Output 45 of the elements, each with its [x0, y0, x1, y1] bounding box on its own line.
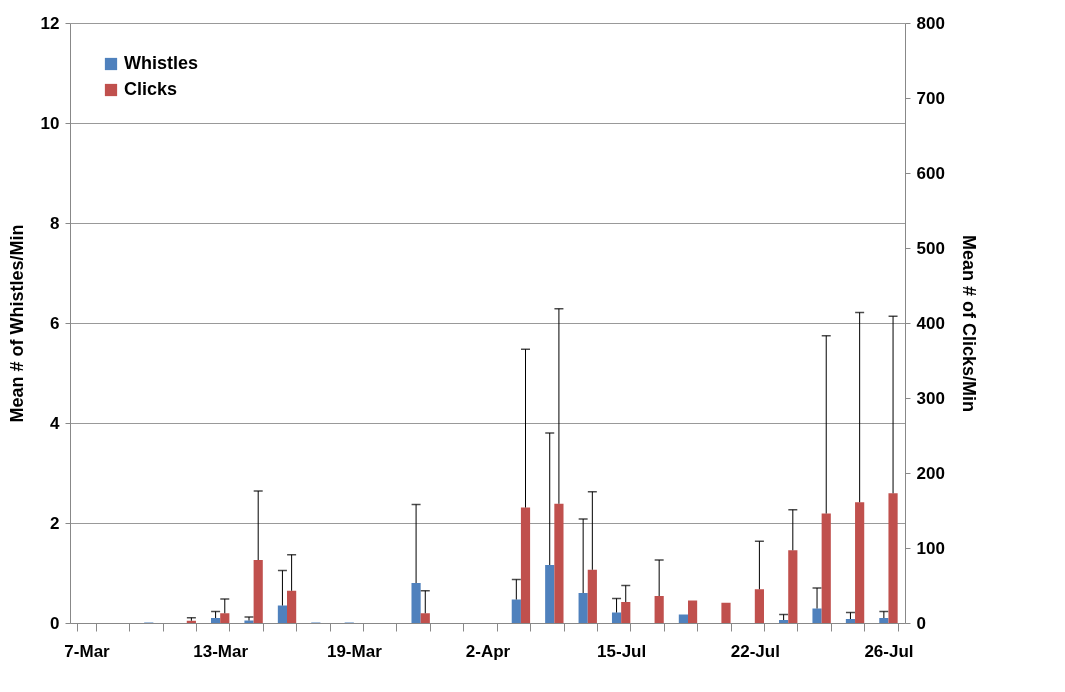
bar [420, 613, 430, 623]
bar [511, 599, 521, 623]
bar [779, 620, 789, 623]
y-tick-label: 4 [50, 413, 61, 433]
y-tick-label: 6 [50, 313, 60, 333]
x-tick-label: 22-Jul [730, 641, 780, 661]
x-tick-label: 13-Mar [193, 641, 249, 661]
y2-tick-label: 0 [916, 613, 926, 633]
legend-label: Clicks [124, 79, 178, 99]
y2-tick-label: 600 [916, 163, 945, 183]
bar [821, 513, 831, 623]
y-tick-label: 12 [40, 13, 60, 33]
bar [754, 589, 764, 623]
bar [812, 608, 822, 623]
bar [411, 583, 421, 623]
y2-tick-label: 500 [916, 238, 945, 258]
y2-axis-title: Mean # of Clicks/Min [958, 234, 979, 413]
y2-tick-label: 800 [916, 13, 945, 33]
y2-tick-label: 400 [916, 313, 945, 333]
x-tick-label: 19-Mar [326, 641, 383, 661]
bar [888, 493, 898, 623]
y-tick-label: 2 [50, 513, 60, 533]
x-tick-label: 7-Mar [64, 641, 111, 661]
bar [554, 503, 564, 623]
y-tick-label: 0 [50, 613, 60, 633]
x-tick-label: 26-Jul [864, 641, 914, 661]
bar [520, 507, 531, 623]
bar [654, 596, 664, 623]
y-tick-label: 10 [40, 113, 60, 133]
bar [253, 560, 263, 623]
y-tick-label: 8 [50, 213, 60, 233]
x-tick-label: 2-Apr [465, 641, 511, 661]
y-axis-title: Mean # of Whistles/Min [6, 224, 27, 423]
y2-tick-label: 300 [916, 388, 945, 408]
y2-tick-label: 700 [916, 88, 945, 108]
bar [687, 600, 698, 623]
bar [845, 619, 856, 623]
y2-tick-label: 100 [916, 538, 945, 558]
legend-label: Whistles [124, 53, 199, 73]
x-tick-label: 15-Jul [597, 641, 647, 661]
y2-tick-label: 200 [916, 463, 945, 483]
bar [788, 550, 798, 623]
bar [855, 502, 865, 623]
bar [721, 602, 731, 623]
bar [879, 618, 889, 623]
